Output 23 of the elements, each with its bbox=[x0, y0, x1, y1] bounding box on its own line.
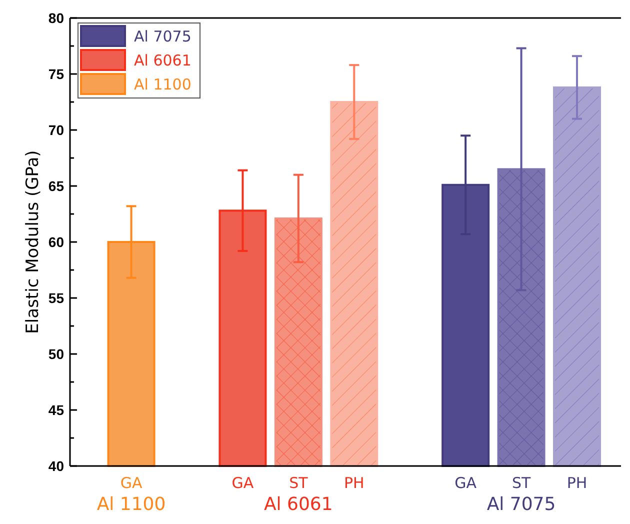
y-tick-label: 50 bbox=[48, 346, 64, 362]
x-tick-label: GA bbox=[120, 474, 143, 492]
y-tick-label: 75 bbox=[48, 66, 64, 82]
legend-label: Al 6061 bbox=[134, 51, 192, 70]
y-tick-label: 60 bbox=[48, 234, 64, 250]
x-tick-label: ST bbox=[512, 474, 532, 492]
x-tick-label: ST bbox=[289, 474, 309, 492]
x-tick-label: PH bbox=[344, 474, 364, 492]
text: Al 7075 bbox=[486, 494, 556, 515]
text: Al 1100 bbox=[96, 494, 166, 515]
y-tick-label: 65 bbox=[48, 178, 64, 194]
x-tick-label: GA bbox=[454, 474, 478, 492]
x-tick-label: GA bbox=[232, 474, 254, 492]
legend-label: Al 7075 bbox=[134, 27, 192, 46]
y-tick-label: 70 bbox=[48, 122, 64, 138]
text: Al 6061 bbox=[264, 494, 333, 515]
y-axis-title: Elastic Modulus (GPa) bbox=[23, 150, 43, 334]
y-tick-label: 40 bbox=[48, 458, 64, 474]
y-tick-label: 45 bbox=[48, 402, 64, 418]
legend-label: Al 1100 bbox=[134, 75, 192, 94]
y-tick-label: 55 bbox=[48, 290, 64, 306]
x-tick-label: PH bbox=[566, 474, 588, 492]
y-tick-label: 80 bbox=[48, 10, 64, 26]
